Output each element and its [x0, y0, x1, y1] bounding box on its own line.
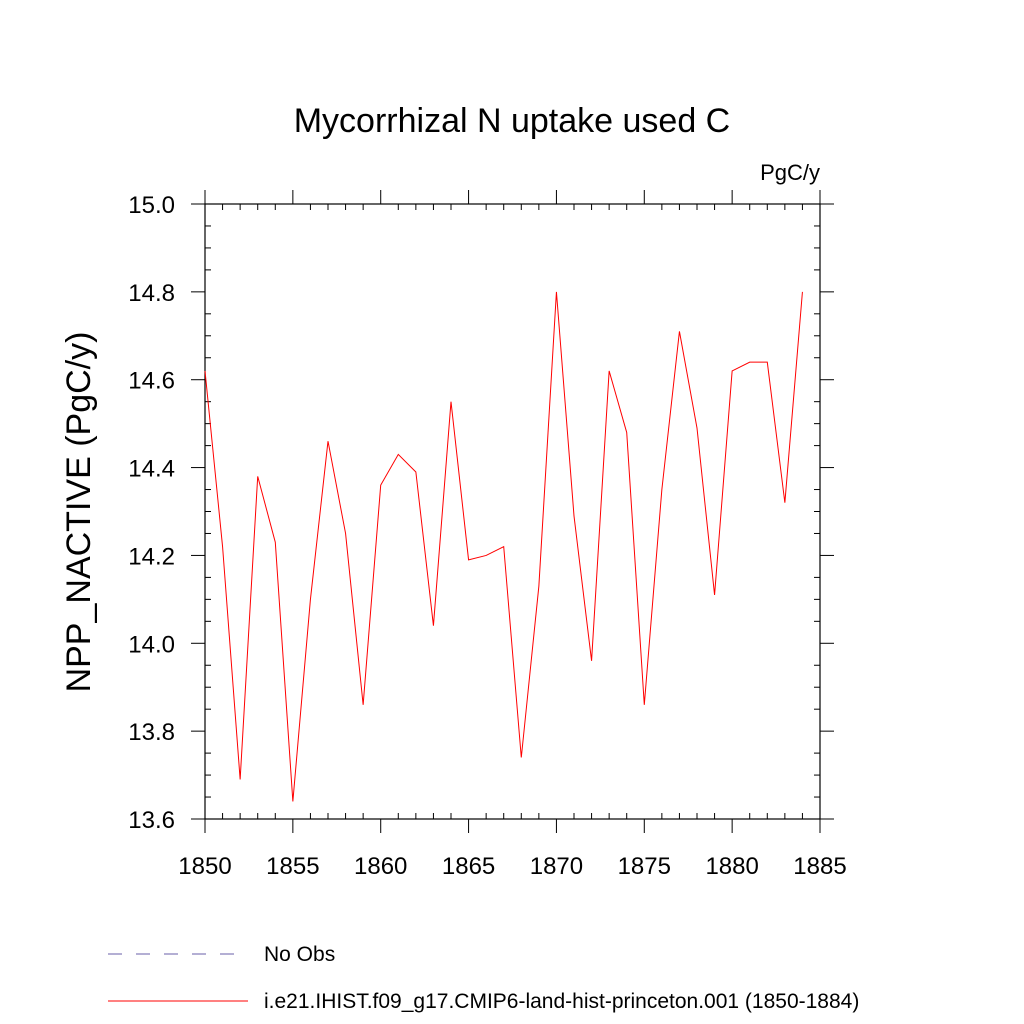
legend-label-model: i.e21.IHIST.f09_g17.CMIP6-land-hist-prin…	[264, 990, 859, 1013]
chart-title: Mycorrhizal N uptake used C	[294, 102, 731, 140]
x-tick-label: 1855	[266, 853, 319, 880]
y-tick-label: 14.6	[128, 368, 175, 395]
plot-frame	[204, 203, 821, 820]
y-tick-label: 14.2	[128, 543, 175, 570]
y-tick-label: 14.8	[128, 280, 175, 307]
x-tick-label: 1850	[178, 853, 231, 880]
x-tick-labels: 1850 1855 1860 1865 1870 1875 1880 1885	[178, 853, 846, 880]
y-tick-label: 15.0	[128, 192, 175, 219]
y-tick-label: 14.0	[128, 631, 175, 658]
series-lines	[204, 291, 803, 802]
y-tick-label: 13.6	[128, 807, 175, 834]
y-tick-label: 13.8	[128, 719, 175, 746]
x-tick-label: 1870	[530, 853, 583, 880]
legend: No Obs i.e21.IHIST.f09_g17.CMIP6-land-hi…	[108, 943, 859, 1013]
x-tick-label: 1875	[618, 853, 671, 880]
series-line-1	[204, 291, 803, 802]
axis-ticks	[191, 190, 834, 833]
y-tick-label: 14.4	[128, 456, 175, 483]
y-axis-label: NPP_NACTIVE (PgC/y)	[60, 332, 98, 693]
x-tick-label: 1885	[793, 853, 846, 880]
units-label: PgC/y	[760, 160, 820, 185]
x-tick-label: 1880	[705, 853, 758, 880]
x-tick-label: 1860	[354, 853, 407, 880]
y-tick-labels: 13.6 13.8 14.0 14.2 14.4 14.6 14.8 15.0	[128, 192, 175, 834]
legend-label-no-obs: No Obs	[264, 943, 335, 966]
x-tick-label: 1865	[442, 853, 495, 880]
